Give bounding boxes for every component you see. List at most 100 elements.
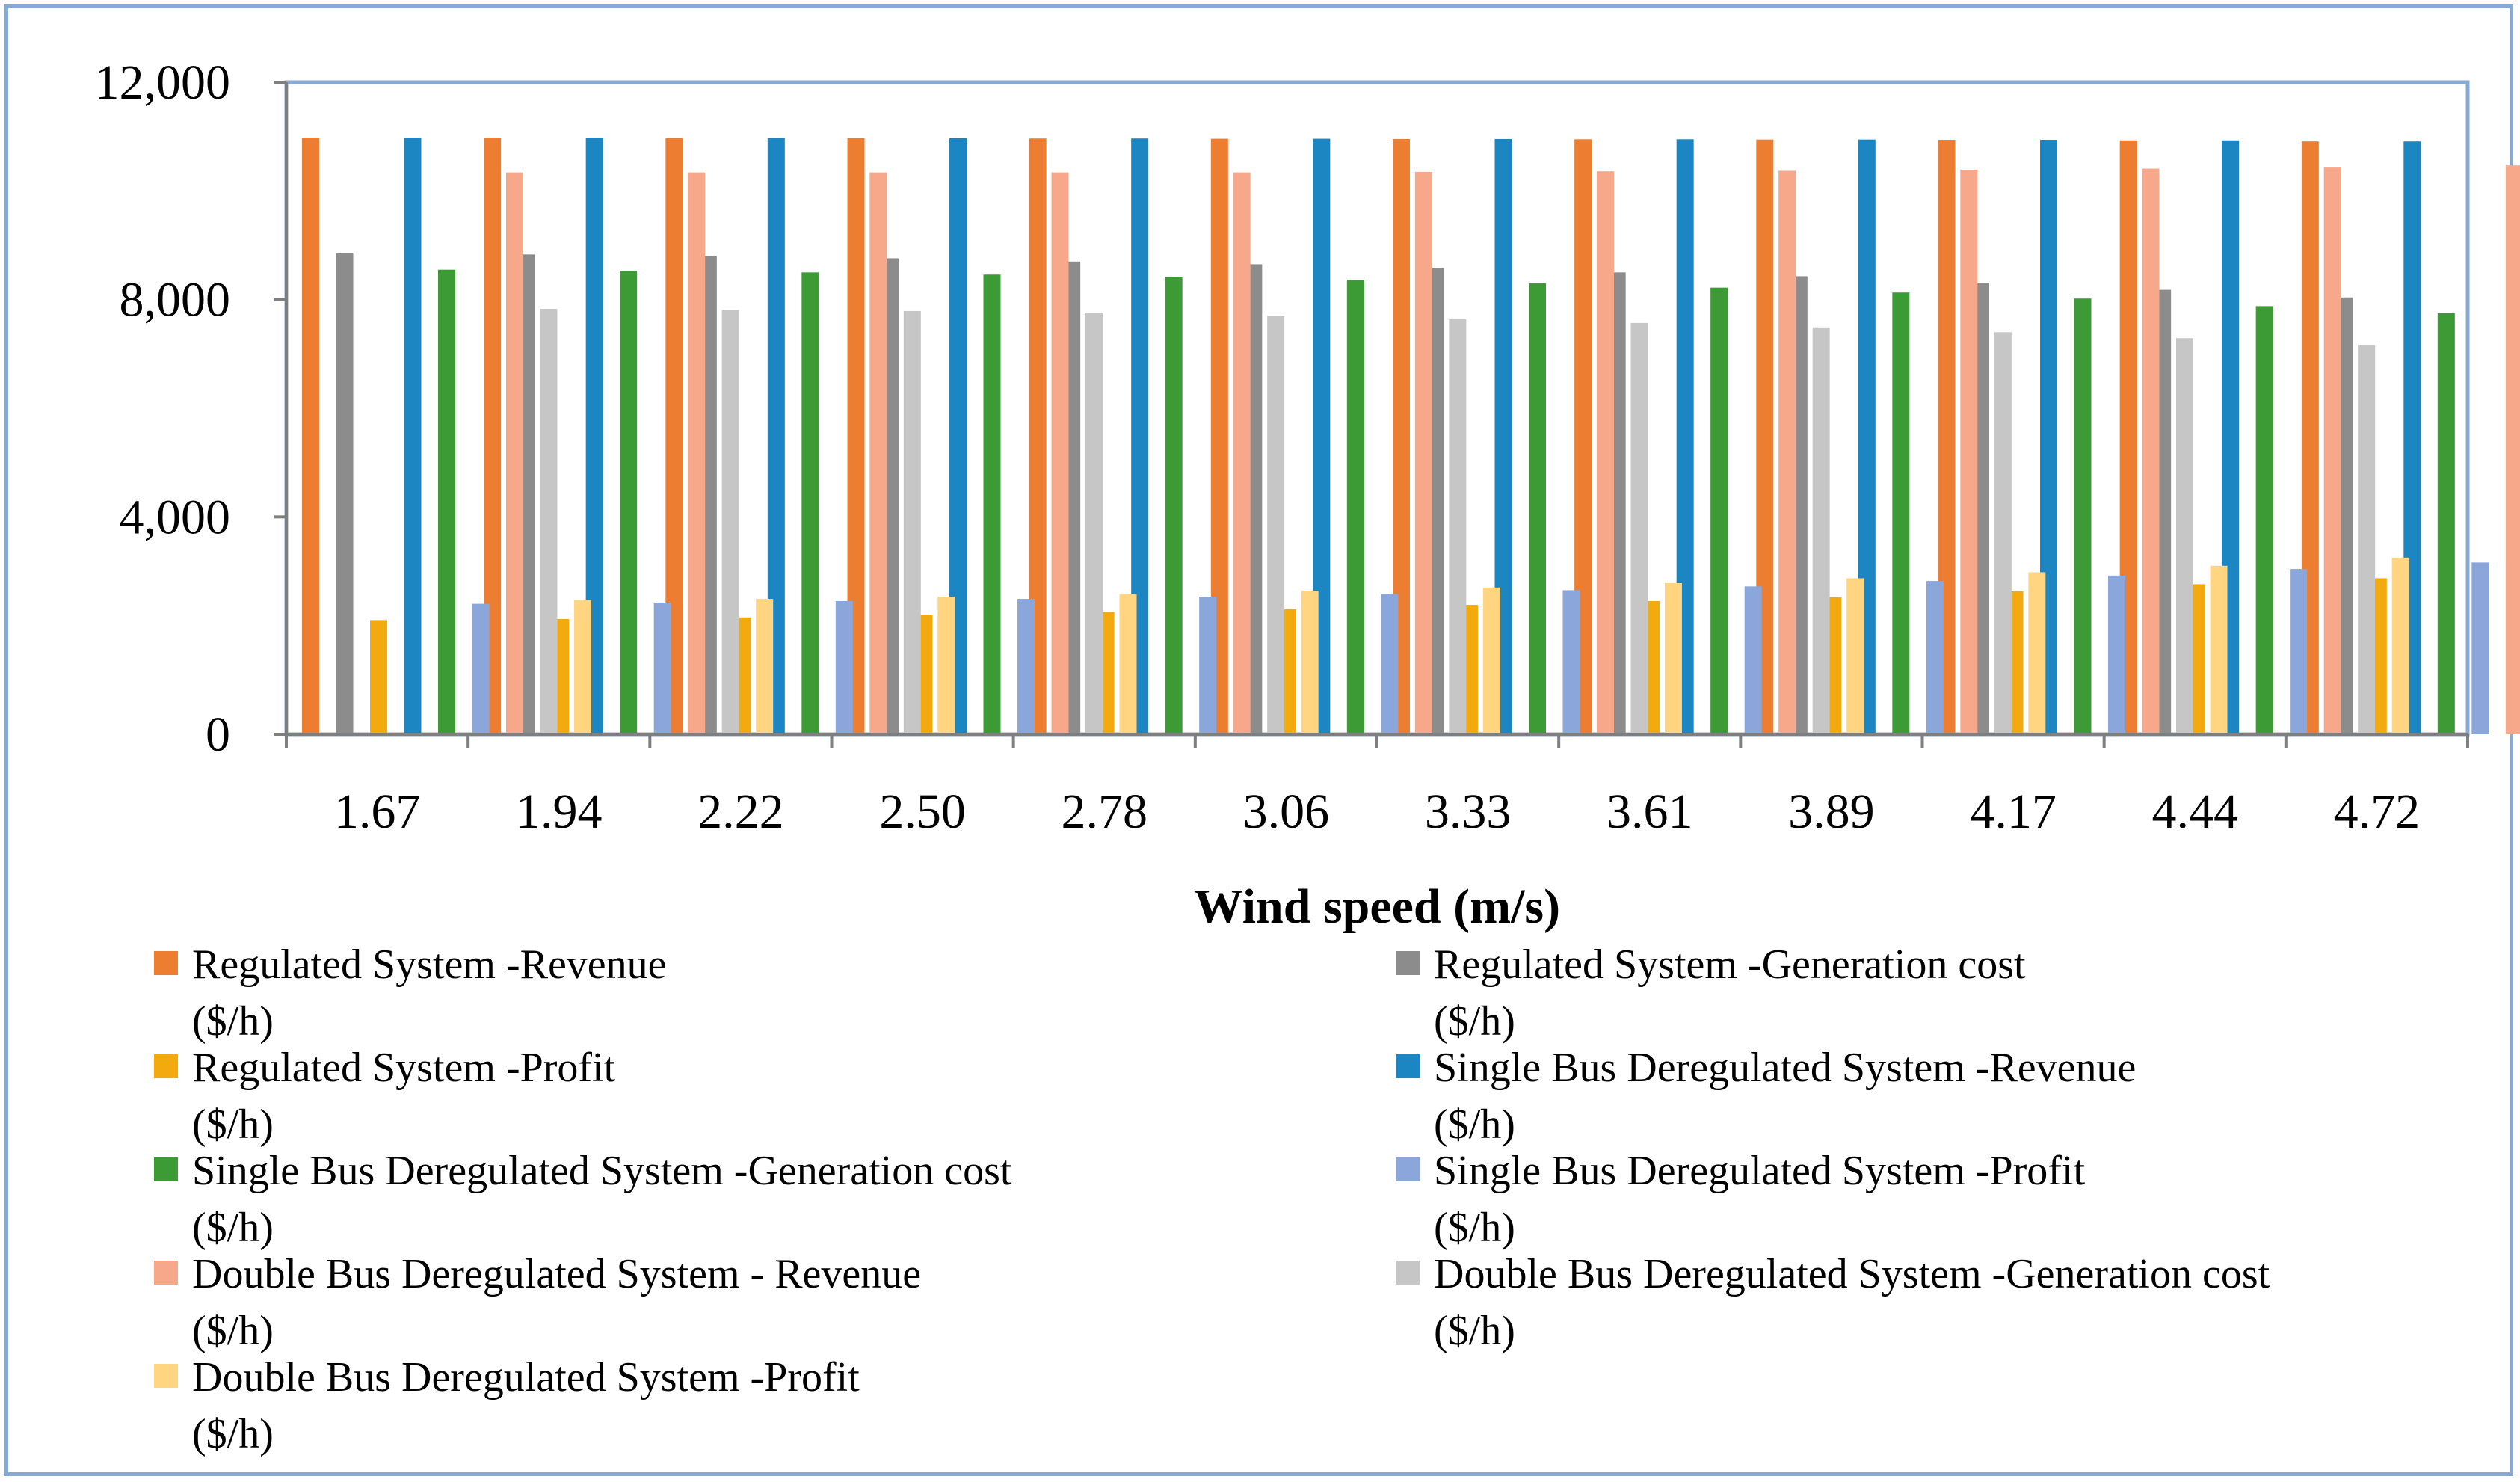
legend-unit: ($/h) bbox=[1434, 1101, 1515, 1148]
bar-1-2.50 bbox=[847, 138, 865, 734]
legend-label: Regulated System -Revenue bbox=[192, 941, 667, 988]
bar-8-4.44 bbox=[2358, 345, 2376, 734]
legend-unit: ($/h) bbox=[1434, 998, 1515, 1045]
legend-unit: ($/h) bbox=[1434, 1308, 1515, 1354]
legend-unit: ($/h) bbox=[192, 1205, 274, 1251]
legend-label: Single Bus Deregulated System -Generatio… bbox=[192, 1148, 1012, 1194]
x-tick-label: 3.61 bbox=[1606, 784, 1693, 839]
bar-6-2.78 bbox=[1199, 597, 1217, 734]
bar-7-4.72 bbox=[2505, 165, 2520, 734]
bar-6-2.50 bbox=[1017, 599, 1035, 734]
legend-swatch bbox=[154, 1261, 178, 1285]
y-tick-label: 0 bbox=[206, 707, 230, 762]
x-tick-label: 4.72 bbox=[2334, 784, 2421, 839]
bar-7-4.44 bbox=[2323, 167, 2341, 734]
bar-7-2.22 bbox=[869, 172, 887, 735]
bar-9-2.50 bbox=[1119, 594, 1137, 734]
x-tick-label: 2.22 bbox=[697, 784, 784, 839]
bar-8-3.61 bbox=[1812, 327, 1830, 734]
bar-8-2.22 bbox=[903, 310, 921, 735]
bar-7-3.33 bbox=[1597, 171, 1614, 734]
legend-swatch bbox=[1396, 1261, 1420, 1285]
y-tick-label: 12,000 bbox=[95, 55, 231, 110]
bar-8-3.33 bbox=[1630, 322, 1648, 734]
x-tick-label: 3.33 bbox=[1425, 784, 1512, 839]
bar-9-3.61 bbox=[1846, 578, 1864, 734]
x-tick-label: 4.44 bbox=[2152, 784, 2239, 839]
legend-item-2: Regulated System -Generation cost ($/h) bbox=[1396, 941, 2026, 1045]
bar-6-3.06 bbox=[1381, 594, 1399, 734]
x-tick-label: 2.78 bbox=[1062, 784, 1148, 839]
legend-item-3: Regulated System -Profit ($/h) bbox=[154, 1045, 616, 1148]
bar-7-2.50 bbox=[1051, 172, 1069, 735]
bar-7-2.78 bbox=[1233, 172, 1251, 735]
bar-6-4.72 bbox=[2471, 562, 2489, 734]
bar-5-2.22 bbox=[801, 272, 819, 734]
bar-8-2.50 bbox=[1085, 313, 1103, 734]
bar-1-3.89 bbox=[1756, 139, 1774, 734]
x-tick-label: 2.50 bbox=[879, 784, 966, 839]
bar-5-1.94 bbox=[620, 271, 638, 734]
legend-unit: ($/h) bbox=[192, 998, 274, 1045]
bar-1-3.33 bbox=[1393, 138, 1410, 735]
bar-7-1.67 bbox=[506, 172, 523, 735]
bar-5-3.33 bbox=[1529, 283, 1546, 734]
legend-item-8: Double Bus Deregulated System -Generatio… bbox=[1396, 1251, 2270, 1354]
bar-1-2.78 bbox=[1029, 138, 1047, 734]
bar-1-1.94 bbox=[484, 138, 502, 734]
bar-6-2.22 bbox=[835, 600, 853, 734]
bar-4-2.22 bbox=[767, 138, 785, 734]
y-tick-label: 8,000 bbox=[120, 273, 231, 328]
legend-label: Double Bus Deregulated System - Revenue bbox=[192, 1251, 921, 1297]
y-tick-label: 4,000 bbox=[120, 490, 231, 544]
bar-9-2.78 bbox=[1301, 591, 1319, 734]
legend-item-5: Single Bus Deregulated System -Generatio… bbox=[154, 1148, 1012, 1251]
bar-6-3.33 bbox=[1562, 590, 1580, 734]
bar-1-3.06 bbox=[1210, 138, 1228, 734]
legend-swatch bbox=[1396, 951, 1420, 975]
bar-9-3.89 bbox=[2028, 572, 2046, 734]
bar-1-1.67 bbox=[302, 138, 319, 734]
bar-9-4.17 bbox=[2210, 565, 2228, 734]
bar-6-4.17 bbox=[2108, 575, 2125, 734]
bar-7-3.89 bbox=[1960, 169, 1978, 734]
legend-swatch bbox=[1396, 1157, 1420, 1181]
bar-7-3.61 bbox=[1778, 170, 1796, 735]
x-tick-label: 4.17 bbox=[1970, 784, 2057, 839]
bar-9-4.44 bbox=[2391, 557, 2409, 734]
legend-label: Single Bus Deregulated System -Profit bbox=[1434, 1148, 2085, 1194]
bar-6-3.89 bbox=[1926, 581, 1944, 734]
bar-7-3.06 bbox=[1414, 171, 1432, 734]
legend-swatch bbox=[154, 1157, 178, 1181]
legend-item-6: Single Bus Deregulated System -Profit ($/… bbox=[1396, 1148, 2085, 1251]
bar-8-2.78 bbox=[1267, 316, 1285, 734]
x-axis-title: Wind speed (m/s) bbox=[1194, 879, 1560, 934]
legend-label: Single Bus Deregulated System -Revenue bbox=[1434, 1045, 2136, 1091]
bar-5-3.61 bbox=[1710, 287, 1728, 734]
legend-label: Double Bus Deregulated System -Generatio… bbox=[1434, 1251, 2270, 1297]
legend-label: Regulated System -Profit bbox=[192, 1045, 616, 1091]
bar-5-2.50 bbox=[983, 274, 1001, 734]
bar-8-4.17 bbox=[2176, 338, 2193, 734]
bar-9-1.94 bbox=[756, 599, 774, 734]
x-tick-label: 1.94 bbox=[516, 784, 603, 839]
legend: Regulated System -Revenue($/h)Regulated … bbox=[154, 941, 2270, 1457]
bar-5-2.78 bbox=[1165, 277, 1183, 734]
y-ticks-group: 0 4,000 8,000 12,000 bbox=[95, 55, 286, 762]
bar-5-3.89 bbox=[1892, 292, 1910, 735]
legend-unit: ($/h) bbox=[192, 1308, 274, 1354]
bar-6-4.44 bbox=[2290, 569, 2308, 734]
bar-2-1.67 bbox=[336, 253, 354, 734]
bar-5-4.72 bbox=[2437, 313, 2455, 734]
bar-7-4.17 bbox=[2142, 168, 2160, 735]
bar-9-3.33 bbox=[1665, 582, 1682, 734]
bar-6-1.67 bbox=[472, 603, 490, 734]
plot-area bbox=[284, 80, 2470, 737]
bar-8-1.67 bbox=[540, 309, 558, 734]
legend-item-7: Double Bus Deregulated System - Revenue (… bbox=[154, 1251, 921, 1354]
bar-5-1.67 bbox=[438, 269, 455, 734]
bar-8-1.94 bbox=[721, 310, 739, 734]
legend-label: Double Bus Deregulated System -Profit bbox=[192, 1354, 860, 1400]
bar-4-1.94 bbox=[585, 138, 603, 734]
